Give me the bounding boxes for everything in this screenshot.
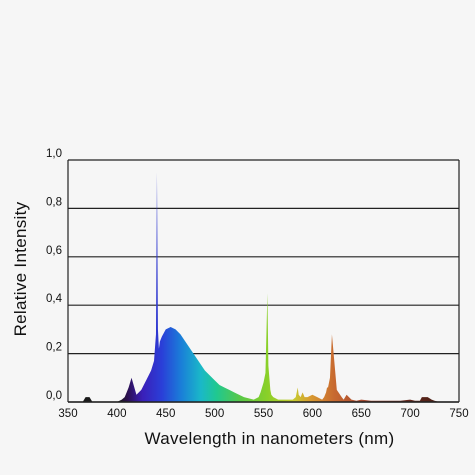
y-tick-label: 1,0	[46, 148, 62, 160]
y-axis-title: Relative Intensity	[11, 201, 30, 336]
y-tick-label: 0,0	[46, 390, 62, 402]
y-tick-label: 0,8	[46, 196, 62, 208]
y-axis-ticks: 0,0 0,2 0,4 0,6 0,8 1,0	[46, 148, 63, 402]
x-tick-label: 550	[254, 408, 273, 420]
spectrum-area	[68, 172, 459, 402]
x-tick-label: 500	[205, 408, 224, 420]
x-tick-label: 400	[107, 408, 126, 420]
x-tick-label: 700	[401, 408, 420, 420]
x-tick-label: 650	[352, 408, 371, 420]
x-tick-label: 450	[156, 408, 175, 420]
x-axis-ticks: 350 400 450 500 550 600 650 700 750	[58, 408, 468, 420]
y-tick-label: 0,4	[46, 293, 63, 305]
y-tick-label: 0,2	[46, 342, 62, 354]
y-tick-label: 0,6	[46, 245, 62, 257]
x-tick-label: 600	[303, 408, 322, 420]
grid-lines	[68, 159, 459, 403]
x-axis-title: Wavelength in nanometers (nm)	[145, 429, 395, 448]
plot-frame	[67, 160, 460, 403]
x-tick-label: 350	[58, 408, 77, 420]
x-tick-label: 750	[449, 408, 468, 420]
